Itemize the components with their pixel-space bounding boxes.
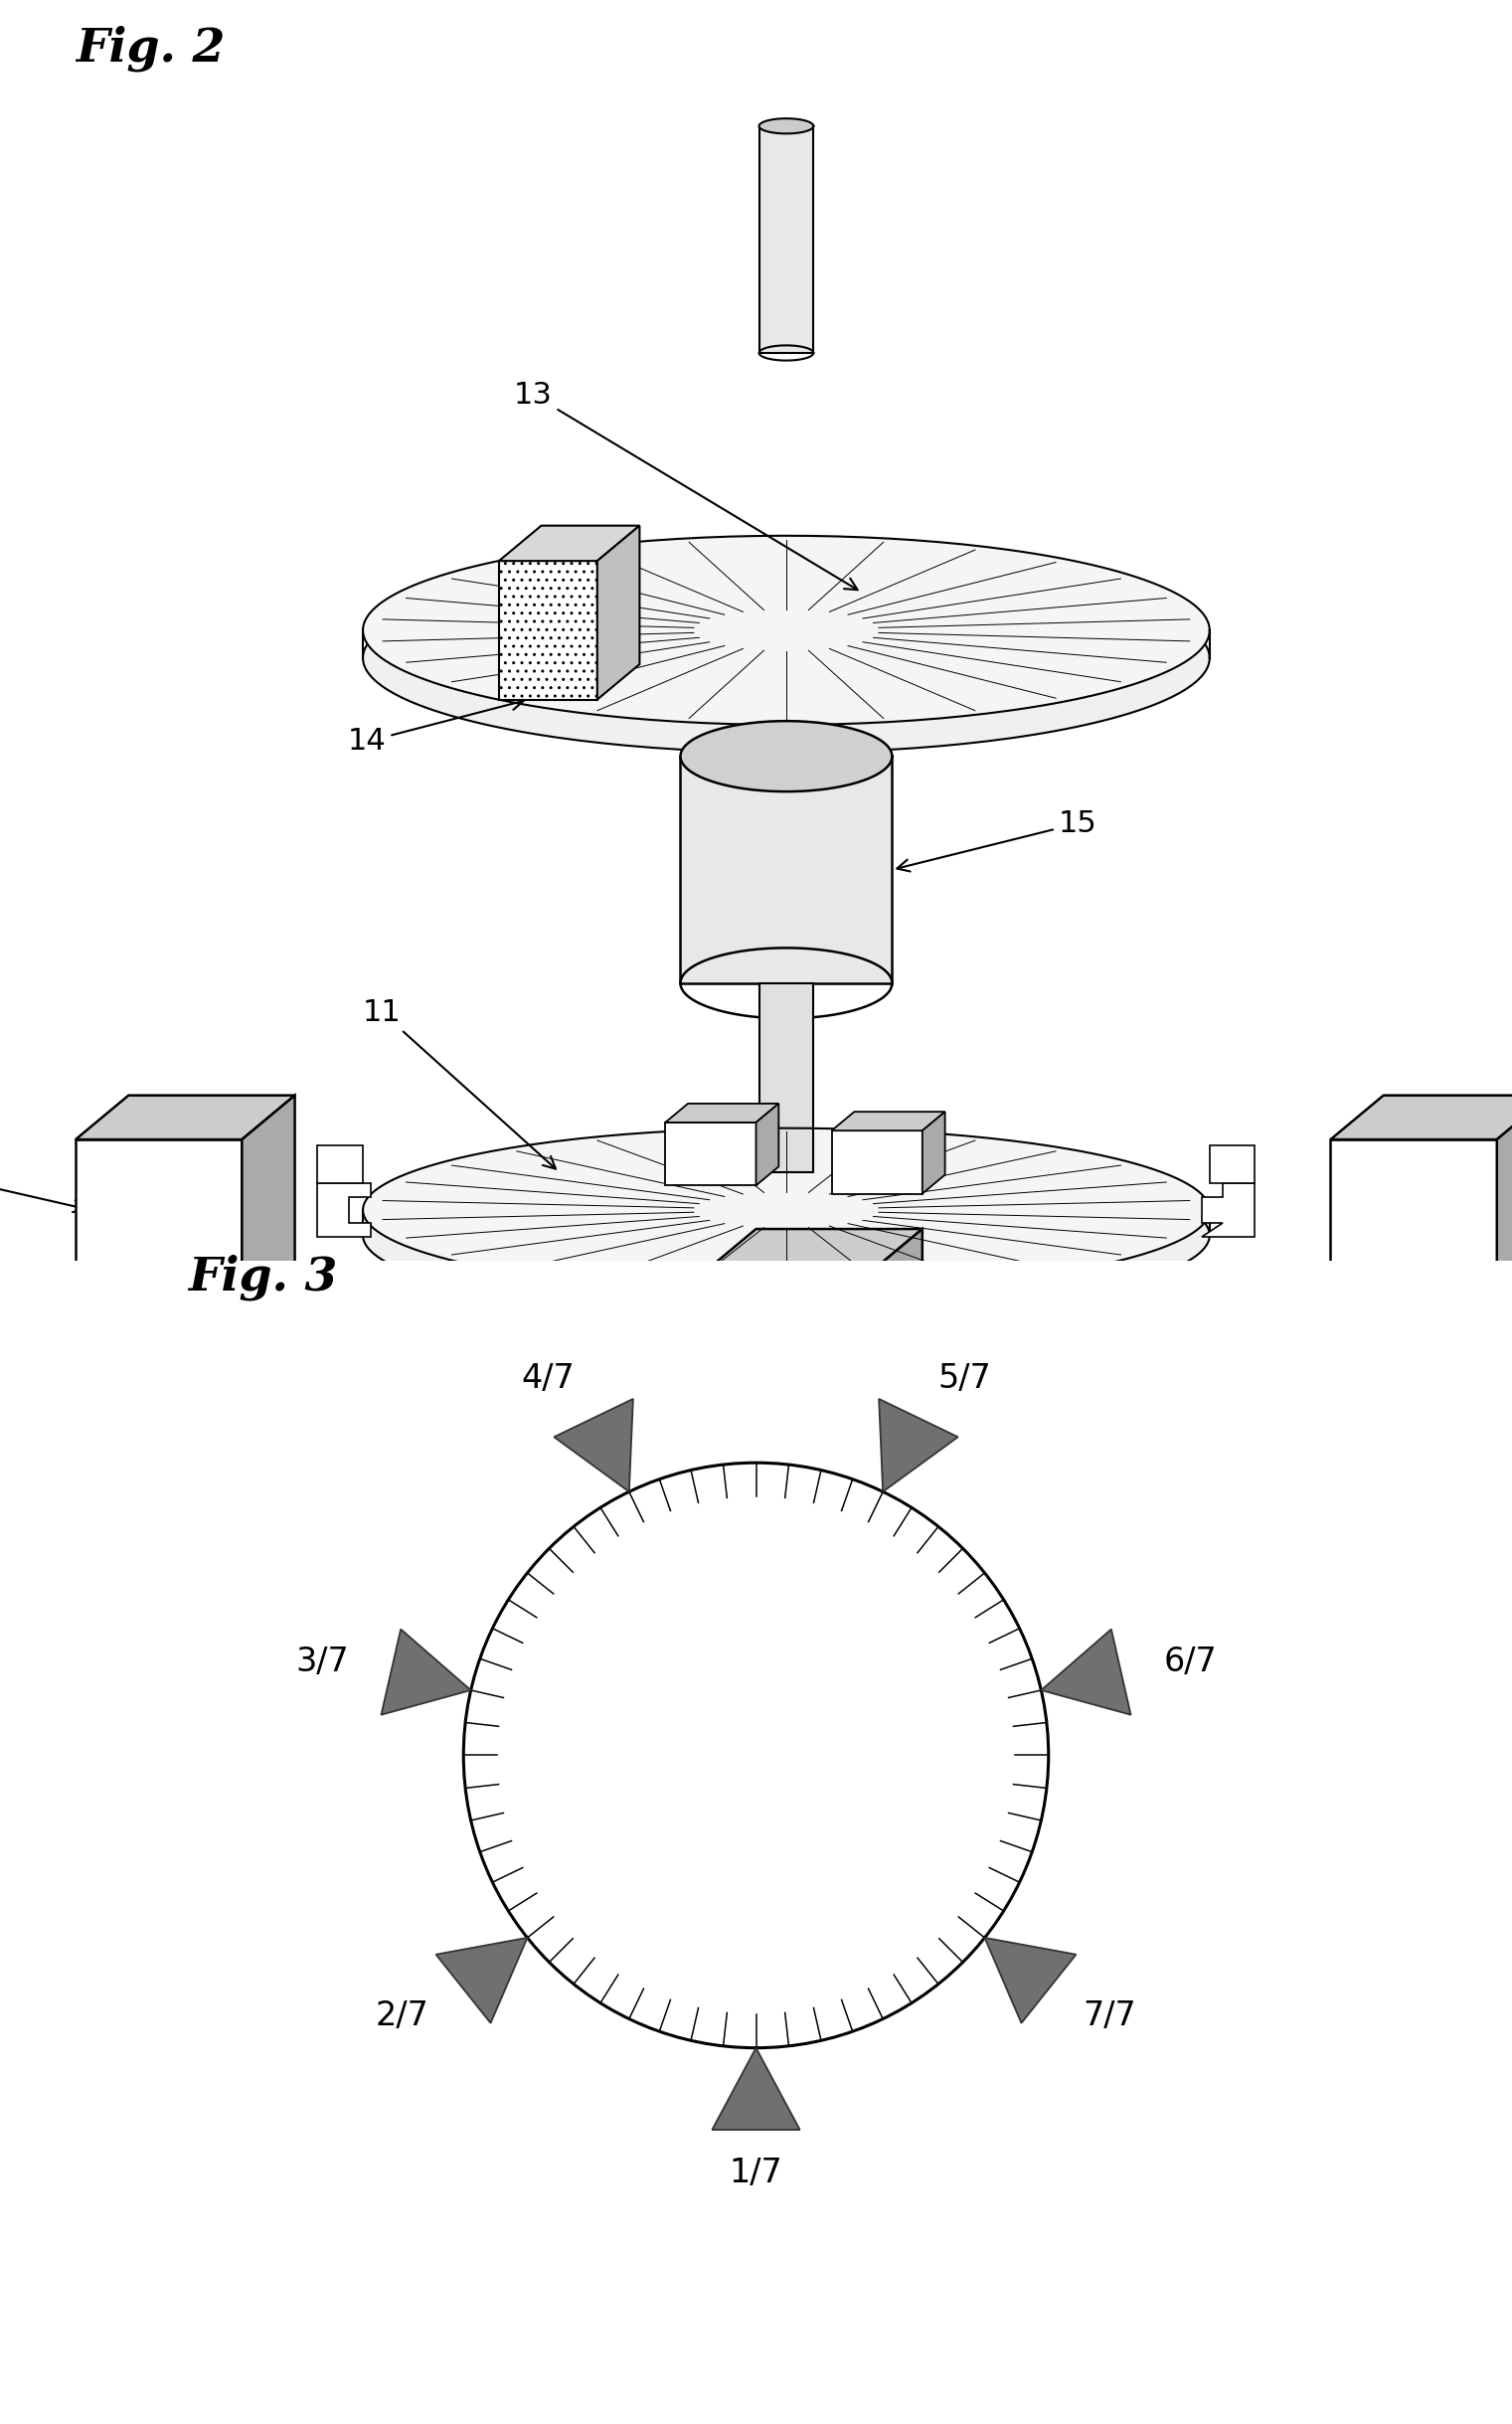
Polygon shape	[680, 720, 892, 793]
Polygon shape	[759, 119, 813, 133]
Polygon shape	[76, 1139, 242, 1316]
Polygon shape	[1210, 1147, 1255, 1183]
Polygon shape	[1497, 1096, 1512, 1316]
Polygon shape	[759, 984, 813, 1173]
Text: Fig. 2: Fig. 2	[76, 24, 225, 70]
Polygon shape	[553, 1399, 634, 1491]
Polygon shape	[499, 526, 640, 560]
Polygon shape	[381, 1629, 470, 1714]
Text: 15: 15	[897, 810, 1096, 873]
Polygon shape	[665, 1103, 779, 1122]
Text: 13: 13	[514, 381, 857, 589]
Polygon shape	[756, 1103, 779, 1185]
Text: 3/7: 3/7	[295, 1646, 349, 1680]
Text: 12: 12	[0, 1161, 86, 1212]
Polygon shape	[680, 756, 892, 984]
Text: 11: 11	[363, 999, 556, 1168]
Text: 5/7: 5/7	[937, 1362, 990, 1396]
Polygon shape	[832, 1130, 922, 1193]
Polygon shape	[435, 1937, 528, 2024]
Polygon shape	[318, 1147, 363, 1183]
Polygon shape	[703, 1229, 922, 1273]
Polygon shape	[363, 562, 1210, 751]
Text: 6/7: 6/7	[1163, 1646, 1217, 1680]
Text: 2/7: 2/7	[376, 2000, 429, 2031]
Polygon shape	[363, 536, 1210, 725]
Polygon shape	[76, 1096, 295, 1139]
Text: 7/7: 7/7	[1083, 2000, 1136, 2031]
Polygon shape	[363, 1127, 1210, 1292]
Polygon shape	[712, 2048, 800, 2131]
Text: 1/7: 1/7	[729, 2157, 783, 2189]
Polygon shape	[869, 1229, 922, 1399]
Text: 14: 14	[348, 698, 523, 756]
Polygon shape	[1331, 1096, 1512, 1139]
Polygon shape	[984, 1937, 1077, 2024]
Polygon shape	[363, 1154, 1210, 1316]
Polygon shape	[878, 1399, 959, 1491]
Polygon shape	[499, 560, 597, 701]
Polygon shape	[1042, 1629, 1131, 1714]
Polygon shape	[242, 1096, 295, 1316]
Polygon shape	[703, 1273, 869, 1399]
Polygon shape	[759, 126, 813, 354]
Polygon shape	[832, 1113, 945, 1130]
Polygon shape	[1331, 1139, 1497, 1316]
Text: 4/7: 4/7	[522, 1362, 575, 1396]
Polygon shape	[318, 1183, 370, 1236]
Polygon shape	[1202, 1183, 1255, 1236]
Text: Fig. 3: Fig. 3	[187, 1253, 337, 1299]
Polygon shape	[597, 526, 640, 701]
Polygon shape	[922, 1113, 945, 1193]
Polygon shape	[665, 1122, 756, 1185]
